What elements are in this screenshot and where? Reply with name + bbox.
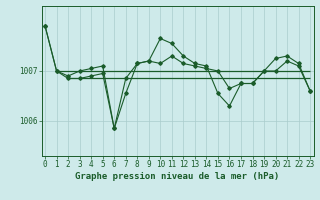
X-axis label: Graphe pression niveau de la mer (hPa): Graphe pression niveau de la mer (hPa) [76,172,280,181]
